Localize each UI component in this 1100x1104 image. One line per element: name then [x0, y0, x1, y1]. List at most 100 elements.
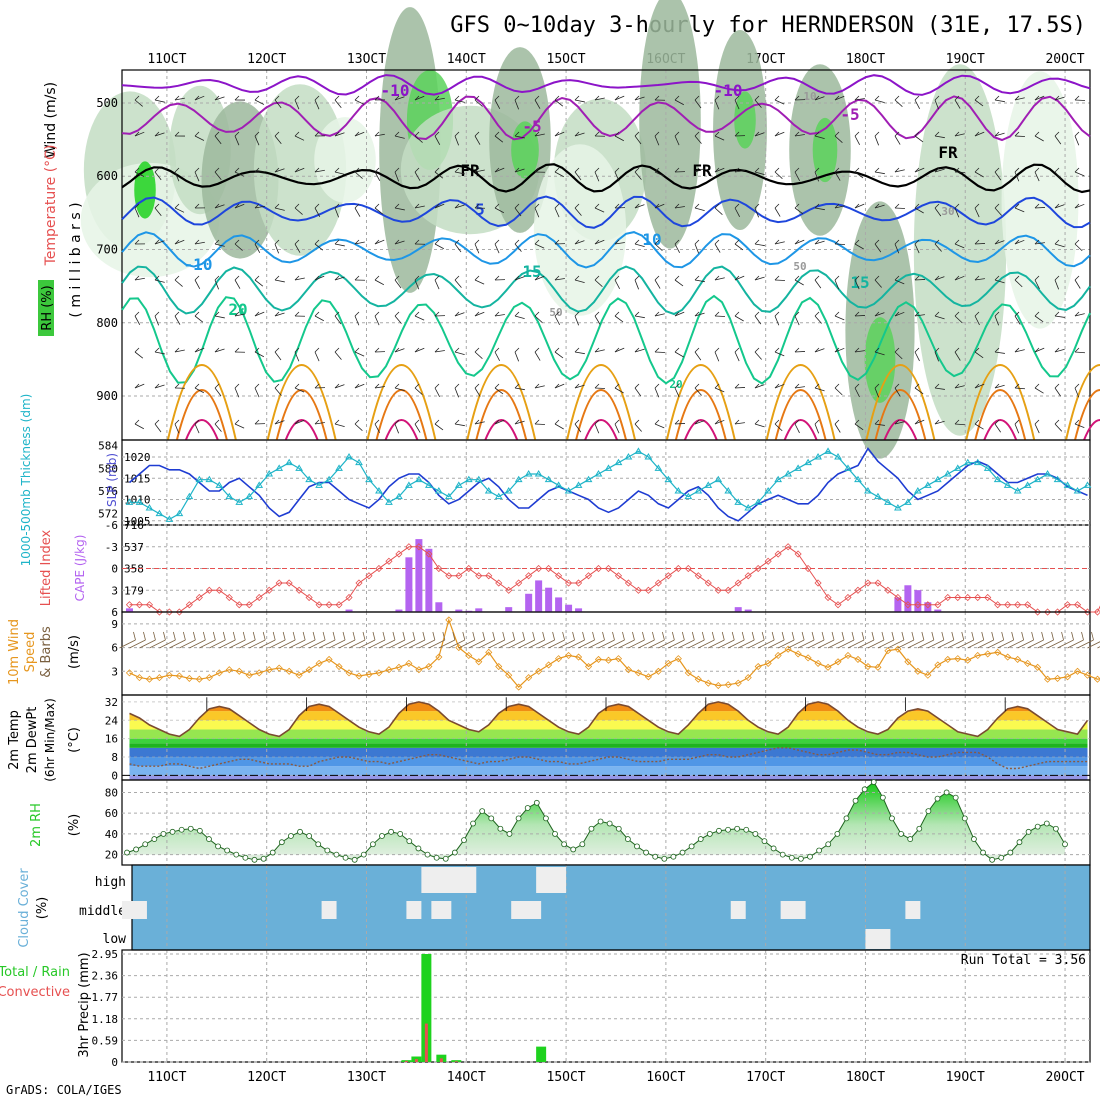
wind-barb-10m-flag — [493, 632, 495, 640]
wind-barb-10m-flag — [503, 632, 505, 640]
rh-point — [206, 837, 211, 842]
rh-point — [471, 821, 476, 826]
cloud-high-block — [421, 867, 476, 893]
wind-barb-10m — [1048, 640, 1064, 648]
precip-tick-label: 0 — [111, 1056, 118, 1069]
rh-point — [352, 857, 357, 862]
rh-tick-label: 60 — [105, 807, 118, 820]
rh-point — [525, 805, 530, 810]
rh-point — [507, 831, 512, 836]
contour-label: 20 — [669, 378, 682, 391]
wind-barb-10m — [868, 640, 884, 648]
wind-barb-10m-flag — [652, 632, 654, 640]
wind-barb-10m — [589, 640, 605, 648]
wind-barb-10m — [938, 640, 954, 648]
wind10m-label-a: 10m Wind — [7, 619, 22, 685]
wind-barb-10m — [299, 640, 315, 648]
wind-barb-10m-flag — [972, 632, 974, 640]
rh-point — [134, 847, 139, 852]
rh-point — [398, 831, 403, 836]
temp-tick-label: 8 — [111, 751, 118, 764]
wind-barb-10m-flag — [912, 632, 914, 640]
wind-barb-10m — [748, 640, 764, 648]
wind-barb-10m — [958, 640, 974, 648]
rh-point — [389, 829, 394, 834]
wind-barb-10m-flag — [892, 632, 894, 640]
rh-point — [1026, 829, 1031, 834]
x-axis-top: 11OCT12OCT13OCT14OCT15OCT16OCT17OCT18OCT… — [147, 52, 1084, 67]
temperature-axis-label: Temperature (°C) — [43, 145, 59, 267]
wind-barb-10m — [249, 640, 265, 648]
wind-barb-10m-flag — [812, 632, 814, 640]
wind-barb-10m — [279, 640, 295, 648]
precip-panel: 2.952.361.771.180.590 — [92, 948, 1091, 1069]
cloud-middle-block — [122, 901, 147, 919]
rh-point — [343, 855, 348, 860]
precip-tick-label: 2.36 — [92, 970, 119, 983]
wind-barb-10m-flag — [303, 632, 305, 640]
rh-point — [197, 828, 202, 833]
contour-label: -10 — [184, 255, 213, 274]
wind-barb-10m-flag — [313, 632, 315, 640]
wind-barb-10m-flag — [722, 632, 724, 640]
wind-barb-10m-flag — [1082, 632, 1084, 640]
upper-wind-barb — [715, 316, 725, 317]
rh2m-label: 2m RH — [29, 803, 44, 847]
rh-point — [225, 848, 230, 853]
cape-bar — [545, 588, 552, 612]
wind-barb-10m — [159, 640, 175, 648]
cloud-tick-label: low — [103, 932, 127, 947]
wind-barb-10m — [439, 640, 455, 648]
pressure-tick-label: 800 — [96, 316, 118, 330]
rh-point — [307, 833, 312, 838]
wind-barb-10m — [419, 640, 435, 648]
wind-barb-10m-flag — [1022, 632, 1024, 640]
rh-point — [1063, 842, 1068, 847]
wind-barb-10m — [139, 640, 155, 648]
wind-barb-10m — [309, 640, 325, 648]
contour-label: -5 — [840, 105, 859, 124]
wind-barb-10m — [708, 640, 724, 648]
wind-barb-10m-flag — [583, 632, 585, 640]
rh-axis-label: RH (%) — [40, 285, 55, 330]
temp2m-units: (°C) — [67, 727, 82, 753]
wind-barb-10m-flag — [183, 632, 185, 640]
li-tick-label: -3 — [105, 541, 118, 554]
precip-conv-bar — [405, 1061, 408, 1062]
cape-bar — [565, 605, 572, 612]
wind-barb-10m-flag — [373, 632, 375, 640]
rh-point — [252, 857, 257, 862]
upper-wind-barb — [775, 280, 785, 281]
temp2m-label-c: (6hr Min/Max) — [43, 698, 57, 782]
x-tick-top-label: 13OCT — [347, 52, 386, 67]
pressure-tick-label: 700 — [96, 243, 118, 257]
x-tick-top-label: 14OCT — [447, 52, 486, 67]
cape-bar — [435, 602, 442, 612]
wind-barb-10m-flag — [1002, 632, 1004, 640]
wind-barb-10m — [269, 640, 285, 648]
rh-point — [279, 840, 284, 845]
cape-bar — [555, 597, 562, 612]
rh-point — [817, 848, 822, 853]
wind-barb-10m-flag — [752, 632, 754, 640]
wind-barb-10m-flag — [323, 632, 325, 640]
wind-barb-10m-flag — [872, 632, 874, 640]
rh-point — [316, 842, 321, 847]
wind-barb-10m — [199, 640, 215, 648]
rh-point — [917, 826, 922, 831]
rh-point — [634, 844, 639, 849]
wind-barb-10m — [638, 640, 654, 648]
wind-barb-10m-flag — [902, 632, 904, 640]
wind-barb-10m — [688, 640, 704, 648]
wind-barb-10m — [149, 640, 165, 648]
temp2m-label-b: 2m DewPt — [25, 707, 40, 774]
wind-barb-10m-flag — [163, 632, 165, 640]
slp-tick-label: 1020 — [124, 451, 151, 464]
cloud-tick-label: high — [95, 875, 126, 890]
li-tick-label: -6 — [105, 519, 118, 532]
rh-point — [1044, 821, 1049, 826]
x-tick-bottom-label: 18OCT — [846, 1070, 885, 1085]
wind-barb-10m-flag — [133, 632, 135, 640]
rh-point — [753, 831, 758, 836]
rh-point — [716, 828, 721, 833]
